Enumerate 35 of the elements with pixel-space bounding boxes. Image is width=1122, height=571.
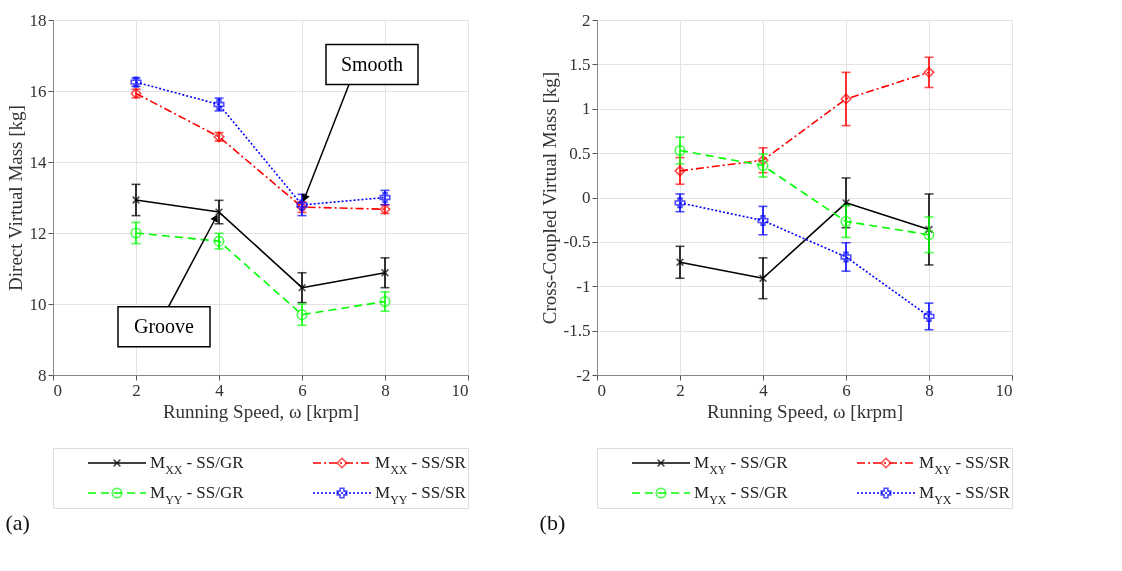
y-tick-label: 1.5 — [569, 54, 591, 74]
y-tick-label: 18 — [29, 10, 47, 30]
text: (a) — [5, 509, 30, 535]
x-tick-label: 10 — [995, 380, 1013, 400]
x-tick-label: 0 — [53, 380, 62, 400]
x-tick-label: 8 — [925, 380, 934, 400]
text: (b) — [539, 509, 566, 535]
y-axis-title: Direct Virtual Mass [kg] — [4, 105, 26, 291]
y-tick-label: 10 — [29, 294, 47, 314]
y-tick-label: 14 — [29, 152, 47, 172]
y-tick-label: 12 — [29, 223, 47, 243]
x-tick-label: 4 — [215, 380, 225, 400]
y-tick-label: 0.5 — [569, 143, 591, 163]
annotation: Smooth — [340, 52, 404, 75]
x-tick-label: 2 — [132, 380, 141, 400]
y-tick-label: 8 — [38, 365, 47, 385]
x-tick-label: 6 — [298, 380, 307, 400]
y-axis-title: Cross-Coupled Virtual Mass [kg] — [538, 71, 560, 325]
y-tick-label: -1.5 — [563, 321, 591, 341]
x-axis-title: Running Speed, ω [krpm] — [162, 400, 360, 422]
y-tick-label: 2 — [582, 10, 591, 30]
y-tick-label: 0 — [582, 188, 591, 207]
x-tick-label: 2 — [676, 380, 685, 400]
x-axis-title: Running Speed, ω [krpm] — [706, 400, 904, 422]
x-tick-label: 4 — [759, 380, 769, 400]
y-tick-label: -2 — [576, 365, 591, 385]
y-tick-label: -0.5 — [563, 232, 591, 252]
x-tick-label: 0 — [597, 380, 606, 400]
y-tick-label: 16 — [29, 81, 47, 101]
x-tick-label: 10 — [451, 380, 469, 400]
annotation: Groove — [134, 314, 195, 337]
y-tick-label: 1 — [582, 99, 591, 119]
x-tick-label: 8 — [381, 380, 390, 400]
x-tick-label: 6 — [842, 380, 851, 400]
y-tick-label: -1 — [576, 276, 591, 296]
